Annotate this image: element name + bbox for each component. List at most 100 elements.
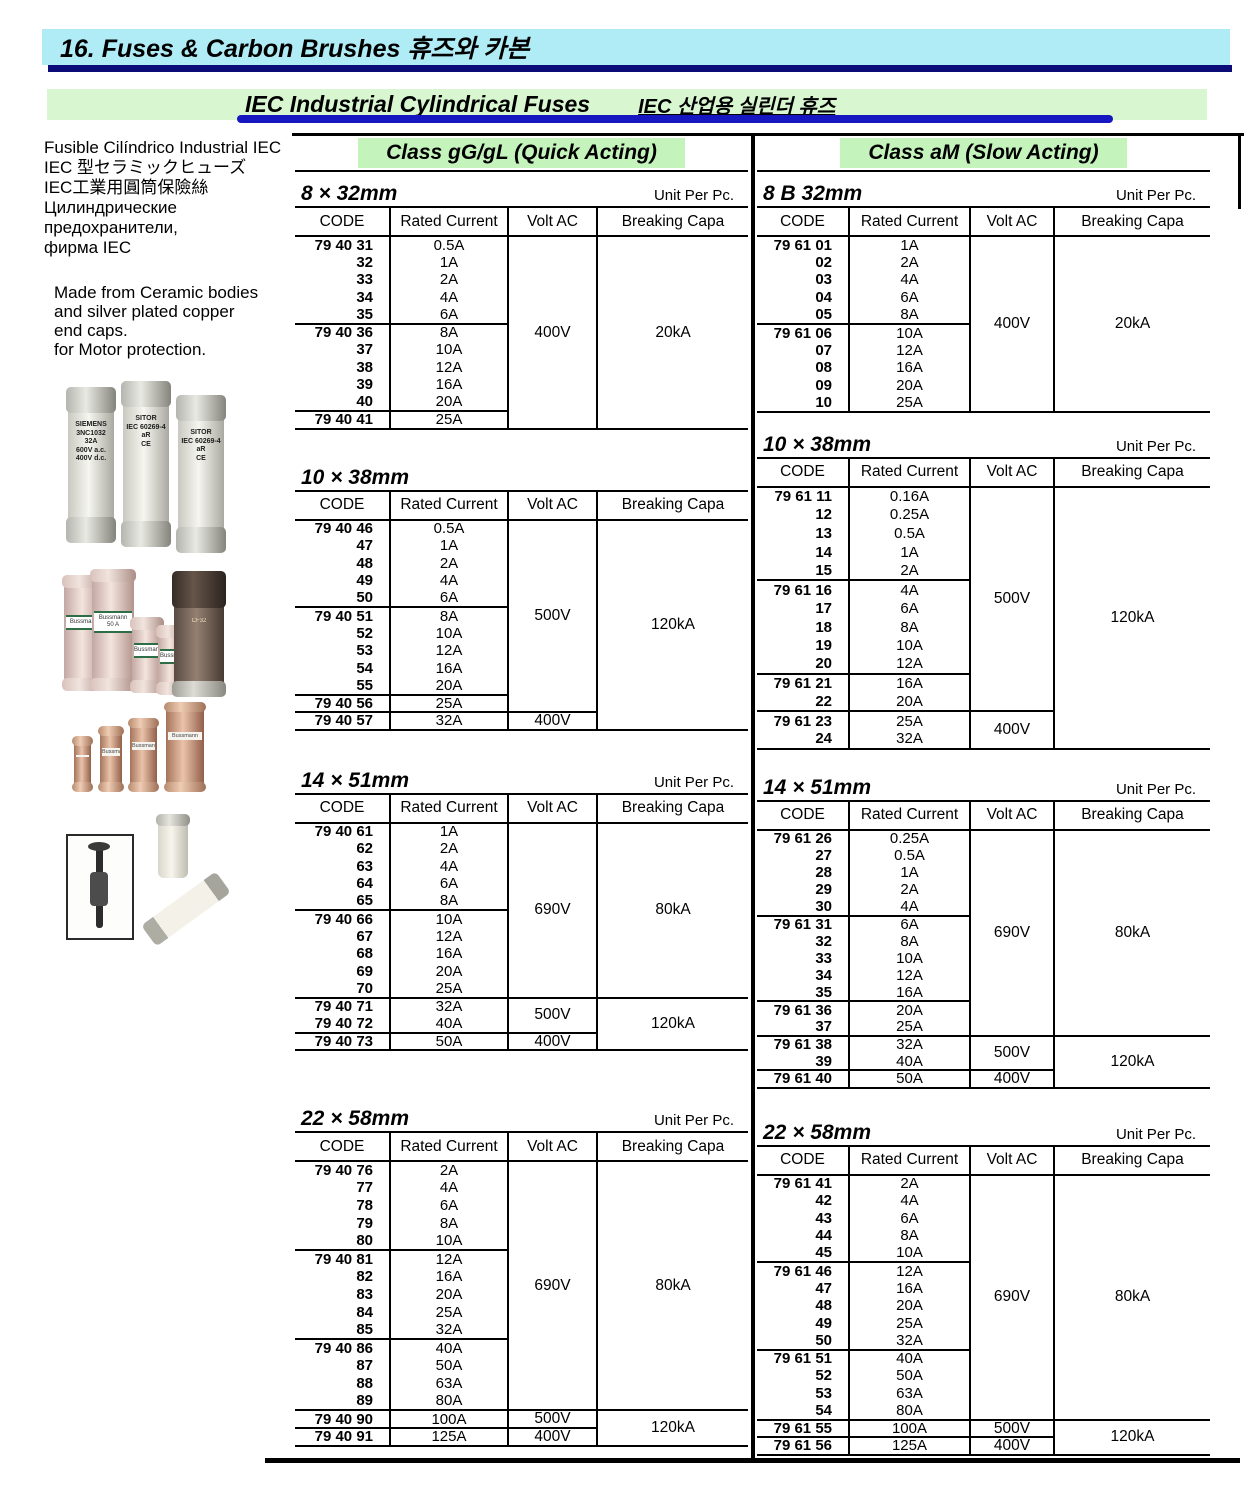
fuse-label xyxy=(76,754,89,757)
size-label: 10 × 38mm xyxy=(301,465,409,489)
capa-cell: 20kA xyxy=(596,236,748,429)
product-photo-fuse-profile xyxy=(66,814,231,966)
code-cell: 67 xyxy=(356,927,373,945)
current-cell: 25A xyxy=(389,1303,508,1322)
current-cell: 6A xyxy=(389,1196,508,1215)
current-cell: 25A xyxy=(389,693,508,712)
code-cell: 79 61 31 xyxy=(757,914,849,933)
current-cell: 12A xyxy=(389,358,508,376)
current-cell: 1A xyxy=(848,236,970,254)
current-cell: 50A xyxy=(848,1367,970,1385)
current-cell: 12A xyxy=(848,341,970,360)
unit-label: Unit Per Pc. xyxy=(653,187,734,204)
column-header: CODE xyxy=(757,1145,849,1176)
current-cell: 0.16A xyxy=(848,486,970,506)
capa-cell: 120kA xyxy=(1053,486,1210,749)
code-cell: 84 xyxy=(356,1303,373,1321)
column-header: Rated Current xyxy=(389,793,508,824)
volt-cell: 500V xyxy=(969,1418,1054,1438)
section-underline xyxy=(237,115,1113,123)
class-header-gg-gl-label: Class gG/gL (Quick Acting) xyxy=(358,138,685,168)
code-cell: 37 xyxy=(815,1018,832,1036)
unit-label: Unit Per Pc. xyxy=(1115,1125,1196,1143)
code-cell: 78 xyxy=(356,1196,373,1214)
code-cell: 79 40 46 xyxy=(314,520,373,537)
volt-cell: 400V xyxy=(507,1031,597,1050)
code-cell: 48 xyxy=(815,1297,832,1315)
capa-cell: 120kA xyxy=(1053,1034,1210,1088)
column-header: Breaking Capa xyxy=(1053,800,1210,831)
current-cell: 16A xyxy=(848,1279,970,1298)
current-cell: 10A xyxy=(389,624,508,642)
fuse-silhouette-body xyxy=(90,872,108,906)
code-cell: 50 xyxy=(815,1332,832,1349)
current-cell: 4A xyxy=(389,572,508,590)
code-cell: 08 xyxy=(815,359,832,377)
size-row-am-8x32: 8 B 32mm Unit Per Pc. xyxy=(757,176,1210,206)
fuse-table: CODE Rated Current Volt AC Breaking Capa 79 … xyxy=(295,206,748,430)
capa-cell: 80kA xyxy=(596,1161,748,1411)
size-row-am-10x38: 10 × 38mm Unit Per Pc. xyxy=(757,427,1210,457)
current-cell: 0.25A xyxy=(848,829,970,847)
current-cell: 1A xyxy=(389,822,508,840)
volt-cell: 690V xyxy=(507,822,597,998)
volt-cell: 500V xyxy=(507,996,597,1033)
current-cell: 10A xyxy=(389,909,508,928)
code-cell: 63 xyxy=(356,857,373,875)
code-cell: 43 xyxy=(815,1209,832,1227)
section-title-ko: IEC 산업용 실린더 휴즈 xyxy=(638,96,836,118)
current-cell: 20A xyxy=(389,393,508,411)
current-cell: 2A xyxy=(389,1161,508,1179)
table-am-14x51: CODE Rated Current Volt AC Breaking Capa 79 … xyxy=(757,799,1210,1089)
code-cell: 10 xyxy=(815,394,832,412)
column-header: Rated Current xyxy=(848,207,970,237)
current-cell: 2A xyxy=(848,1174,970,1193)
code-cell: 79 40 71 xyxy=(295,996,390,1015)
code-cell: 62 xyxy=(356,840,373,858)
fuse-table: CODE Rated Current Volt AC Breaking Capa 79 … xyxy=(757,456,1210,750)
current-cell: 10A xyxy=(848,636,970,656)
column-header: Volt AC xyxy=(969,207,1054,237)
current-cell: 16A xyxy=(389,1267,508,1286)
current-cell: 125A xyxy=(848,1436,970,1455)
fuse-cap xyxy=(164,782,206,792)
column-header: Breaking Capa xyxy=(1053,457,1210,488)
volt-cell: 400V xyxy=(507,711,597,730)
size-label: 22 × 58mm xyxy=(763,1120,871,1144)
code-cell: 79 40 51 xyxy=(295,606,390,625)
code-cell: 05 xyxy=(815,306,832,324)
code-cell: 85 xyxy=(356,1321,373,1339)
sidebar-line: IEC 型セラミックヒューズ xyxy=(44,158,247,177)
section-title-en: IEC Industrial Cylindrical Fuses xyxy=(245,91,591,117)
fuse-table: CODE Rated Current Volt AC Breaking Capa 79 … xyxy=(295,792,748,1051)
code-cell: 15 xyxy=(815,562,832,580)
column-header: Breaking Capa xyxy=(1053,207,1210,237)
current-cell: 0.5A xyxy=(848,846,970,864)
code-cell: 27 xyxy=(815,846,832,864)
code-cell: 79 40 56 xyxy=(295,693,390,712)
current-cell: 16A xyxy=(848,359,970,377)
fuse-cylinder: SIEMENS 3NC1032 32A 600V a.c. 400V d.c. xyxy=(66,387,116,543)
current-cell: 16A xyxy=(848,672,970,693)
fuse-label: Bussmann 50 A xyxy=(94,611,132,634)
code-cell: 12 xyxy=(815,506,832,524)
current-cell: 40A xyxy=(389,1337,508,1357)
size-row-am-22x58: 22 × 58mm Unit Per Pc. xyxy=(757,1115,1210,1145)
code-cell: 35 xyxy=(815,984,832,1001)
fuse-label: SITOR IEC 60269-4 aR CE xyxy=(181,429,221,462)
sidebar-note-line: and silver plated copper xyxy=(54,302,235,321)
volt-cell: 400V xyxy=(507,1426,597,1446)
section-band: IEC Industrial Cylindrical Fuses IEC 산업용… xyxy=(47,89,1207,120)
unit-label xyxy=(734,488,748,490)
column-header: CODE xyxy=(295,1132,390,1162)
current-cell: 20A xyxy=(848,1000,970,1019)
current-cell: 1A xyxy=(848,543,970,562)
current-cell: 32A xyxy=(848,729,970,749)
current-cell: 0.25A xyxy=(848,505,970,525)
code-cell: 79 40 72 xyxy=(314,1015,373,1032)
sidebar-note-line: Made from Ceramic bodies xyxy=(54,283,259,302)
code-cell: 68 xyxy=(356,945,373,963)
current-cell: 6A xyxy=(848,288,970,307)
current-cell: 6A xyxy=(848,599,970,618)
page-header-band: 16. Fuses & Carbon Brushes 휴즈와 카본 xyxy=(42,29,1230,65)
